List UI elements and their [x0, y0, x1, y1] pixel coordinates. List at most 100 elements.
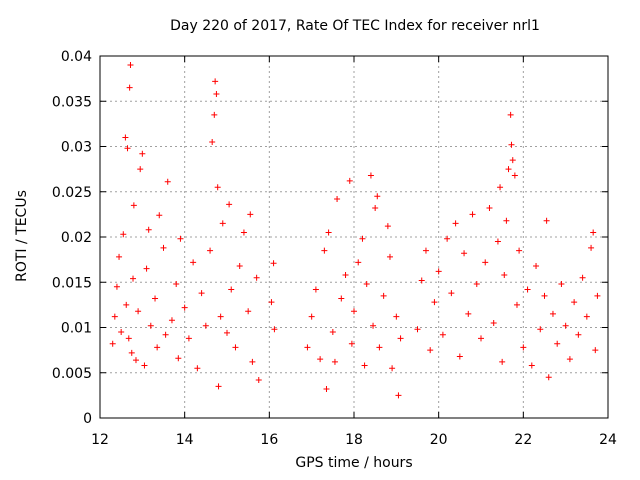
- data-point: [190, 259, 197, 266]
- data-point: [348, 340, 355, 347]
- data-point: [397, 335, 404, 342]
- data-point: [473, 281, 480, 288]
- data-point: [439, 331, 446, 338]
- y-tick-label: 0.005: [52, 366, 92, 382]
- data-point: [127, 62, 134, 69]
- data-point: [461, 250, 468, 257]
- data-point: [194, 365, 201, 372]
- data-point: [209, 138, 216, 145]
- data-point: [486, 205, 493, 212]
- data-point: [173, 281, 180, 288]
- grid-lines: [100, 56, 608, 418]
- data-point: [554, 340, 561, 347]
- data-point: [139, 150, 146, 157]
- data-point: [497, 184, 504, 191]
- data-point: [109, 340, 116, 347]
- data-point: [185, 335, 192, 342]
- data-point: [594, 292, 601, 299]
- data-point: [361, 362, 368, 369]
- data-point: [156, 212, 163, 219]
- data-points: [109, 62, 601, 399]
- data-point: [214, 184, 221, 191]
- data-point: [501, 272, 508, 279]
- y-axis-ticks: 0 0.005 0.01 0.015 0.02 0.025 0.03 0.035 0.04: [52, 49, 608, 427]
- data-point: [592, 347, 599, 354]
- data-point: [164, 178, 171, 185]
- data-point: [571, 299, 578, 306]
- y-tick-label: 0.03: [61, 140, 92, 156]
- data-point: [226, 201, 233, 208]
- data-point: [331, 358, 338, 365]
- data-point: [508, 141, 515, 148]
- data-point: [533, 262, 540, 269]
- data-point: [389, 365, 396, 372]
- data-point: [113, 283, 120, 290]
- data-point: [202, 322, 209, 329]
- data-point: [325, 229, 332, 236]
- data-point: [126, 84, 133, 91]
- data-point: [135, 308, 142, 315]
- data-point: [575, 331, 582, 338]
- data-point: [359, 235, 366, 242]
- data-point: [304, 344, 311, 351]
- y-tick-label: 0.02: [61, 230, 92, 246]
- data-point: [505, 166, 512, 173]
- data-point: [448, 290, 455, 297]
- data-point: [160, 244, 167, 251]
- y-tick-label: 0.01: [61, 321, 92, 337]
- data-point: [545, 374, 552, 381]
- data-point: [537, 326, 544, 333]
- data-point: [323, 386, 330, 393]
- data-point: [123, 301, 130, 308]
- x-tick-label: 24: [599, 432, 617, 448]
- data-point: [213, 91, 220, 98]
- data-point: [118, 329, 125, 336]
- data-point: [181, 304, 188, 311]
- data-point: [363, 281, 370, 288]
- data-point: [511, 172, 518, 179]
- data-point: [370, 322, 377, 329]
- data-point: [212, 78, 219, 85]
- x-tick-label: 14: [176, 432, 194, 448]
- y-tick-label: 0: [83, 411, 92, 427]
- data-point: [418, 277, 425, 284]
- data-point: [125, 335, 132, 342]
- data-point: [147, 322, 154, 329]
- data-point: [384, 223, 391, 230]
- data-point: [338, 295, 345, 302]
- x-tick-label: 20: [430, 432, 448, 448]
- data-point: [524, 286, 531, 293]
- data-point: [503, 217, 510, 224]
- data-point: [346, 177, 353, 184]
- data-point: [198, 290, 205, 297]
- data-point: [355, 259, 362, 266]
- data-point: [255, 376, 262, 383]
- data-point: [207, 247, 214, 254]
- data-point: [374, 193, 381, 200]
- data-point: [541, 292, 548, 299]
- data-point: [224, 329, 230, 336]
- data-point: [499, 358, 506, 365]
- data-point: [132, 357, 139, 364]
- data-point: [270, 260, 277, 267]
- y-tick-label: 0.04: [61, 49, 92, 65]
- data-point: [543, 217, 550, 224]
- data-point: [124, 145, 131, 152]
- data-point: [444, 235, 451, 242]
- data-point: [249, 358, 256, 365]
- data-point: [111, 313, 118, 320]
- y-tick-label: 0.015: [52, 275, 92, 291]
- data-point: [588, 244, 595, 251]
- data-point: [427, 347, 434, 354]
- x-tick-label: 12: [91, 432, 109, 448]
- x-axis-ticks: 12 14 16 18 20 22 24: [91, 56, 617, 448]
- data-point: [516, 247, 523, 254]
- data-point: [478, 335, 484, 342]
- data-point: [217, 313, 224, 320]
- y-tick-label: 0.025: [52, 185, 92, 201]
- data-point: [482, 259, 489, 266]
- data-point: [211, 111, 218, 118]
- data-point: [152, 295, 159, 302]
- data-point: [247, 211, 254, 218]
